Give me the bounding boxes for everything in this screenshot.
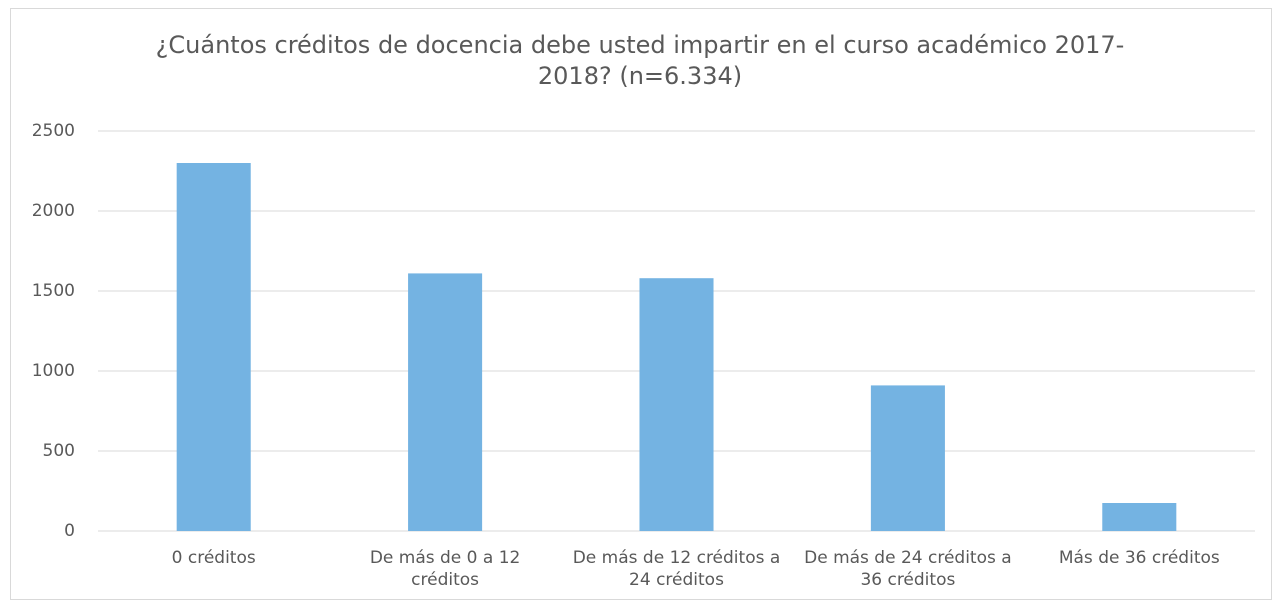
y-tick-label: 1500 xyxy=(32,281,75,301)
chart-title: ¿Cuántos créditos de docencia debe usted… xyxy=(155,31,1125,90)
y-tick-label: 1000 xyxy=(32,361,75,381)
y-tick-label: 0 xyxy=(64,521,75,541)
y-tick-label: 2000 xyxy=(32,201,75,221)
bar xyxy=(870,385,945,531)
bar xyxy=(408,273,483,531)
x-tick-label: De más de 0 a 12 créditos xyxy=(369,548,521,590)
x-tick-label: 0 créditos xyxy=(171,548,256,568)
x-tick-label: Más de 36 créditos xyxy=(1058,548,1220,568)
x-tick-label: De más de 24 créditos a 36 créditos xyxy=(804,548,1012,590)
x-tick-label: De más de 12 créditos a 24 créditos xyxy=(572,548,781,590)
y-tick-label: 500 xyxy=(43,441,75,461)
bar xyxy=(176,163,251,531)
bar xyxy=(1102,503,1177,531)
bar xyxy=(639,278,714,531)
y-tick-label: 2500 xyxy=(32,121,75,141)
